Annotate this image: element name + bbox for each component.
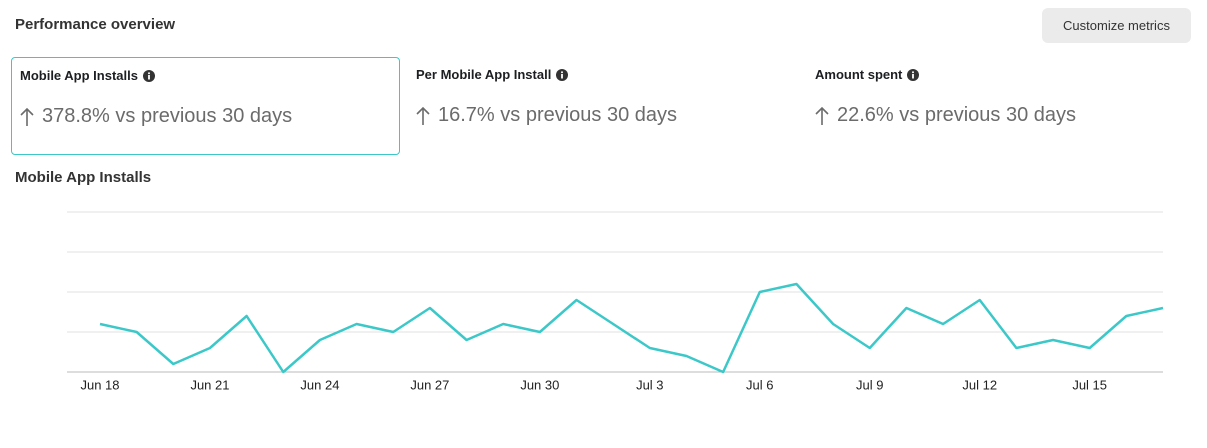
x-tick-label: Jun 30 [520, 377, 559, 392]
metric-label-text: Mobile App Installs [20, 68, 138, 83]
x-tick-label: Jun 21 [190, 377, 229, 392]
x-tick-label: Jun 27 [410, 377, 449, 392]
metric-label-text: Per Mobile App Install [416, 67, 552, 82]
metric-card[interactable]: Amount spent 22.6% vs previous 30 days [807, 57, 1196, 155]
metric-change: 378.8% vs previous 30 days [20, 105, 292, 128]
x-tick-label: Jul 9 [856, 377, 883, 392]
x-tick-label: Jul 3 [636, 377, 663, 392]
up-arrow-icon [20, 107, 34, 126]
info-icon[interactable] [556, 68, 569, 81]
up-arrow-icon [416, 106, 430, 125]
metric-card[interactable]: Per Mobile App Install 16.7% vs previous… [408, 57, 797, 155]
metric-card[interactable]: Mobile App Installs 378.8% vs previous 3… [11, 57, 400, 155]
metric-label-text: Amount spent [815, 67, 903, 82]
up-arrow-icon [815, 106, 829, 125]
chart: Jun 18 Jun 21 Jun 24 Jun 27 Jun 30 Jul 3 Jul 6… [67, 211, 1164, 392]
x-tick-label: Jul 15 [1072, 377, 1107, 392]
customize-button[interactable]: Customize metrics [1042, 8, 1191, 43]
x-tick-label: Jun 18 [80, 377, 119, 392]
metric-change: 16.7% vs previous 30 days [416, 104, 677, 127]
page-title: Performance overview [15, 16, 176, 33]
metric-change-text: 16.7% vs previous 30 days [438, 104, 678, 126]
metric-change-text: 22.6% vs previous 30 days [837, 104, 1077, 126]
chart-title: Mobile App Installs [15, 169, 152, 186]
info-icon[interactable] [907, 68, 920, 81]
x-tick-label: Jun 24 [300, 377, 339, 392]
metric-label: Amount spent [815, 67, 920, 82]
metric-label: Mobile App Installs [20, 68, 155, 83]
x-tick-label: Jul 12 [962, 377, 997, 392]
info-icon[interactable] [142, 69, 155, 82]
metric-change: 22.6% vs previous 30 days [815, 104, 1076, 127]
x-tick-label: Jul 6 [746, 377, 773, 392]
metric-change-text: 378.8% vs previous 30 days [42, 105, 293, 127]
metric-label: Per Mobile App Install [416, 67, 569, 82]
line-series [99, 282, 1164, 374]
